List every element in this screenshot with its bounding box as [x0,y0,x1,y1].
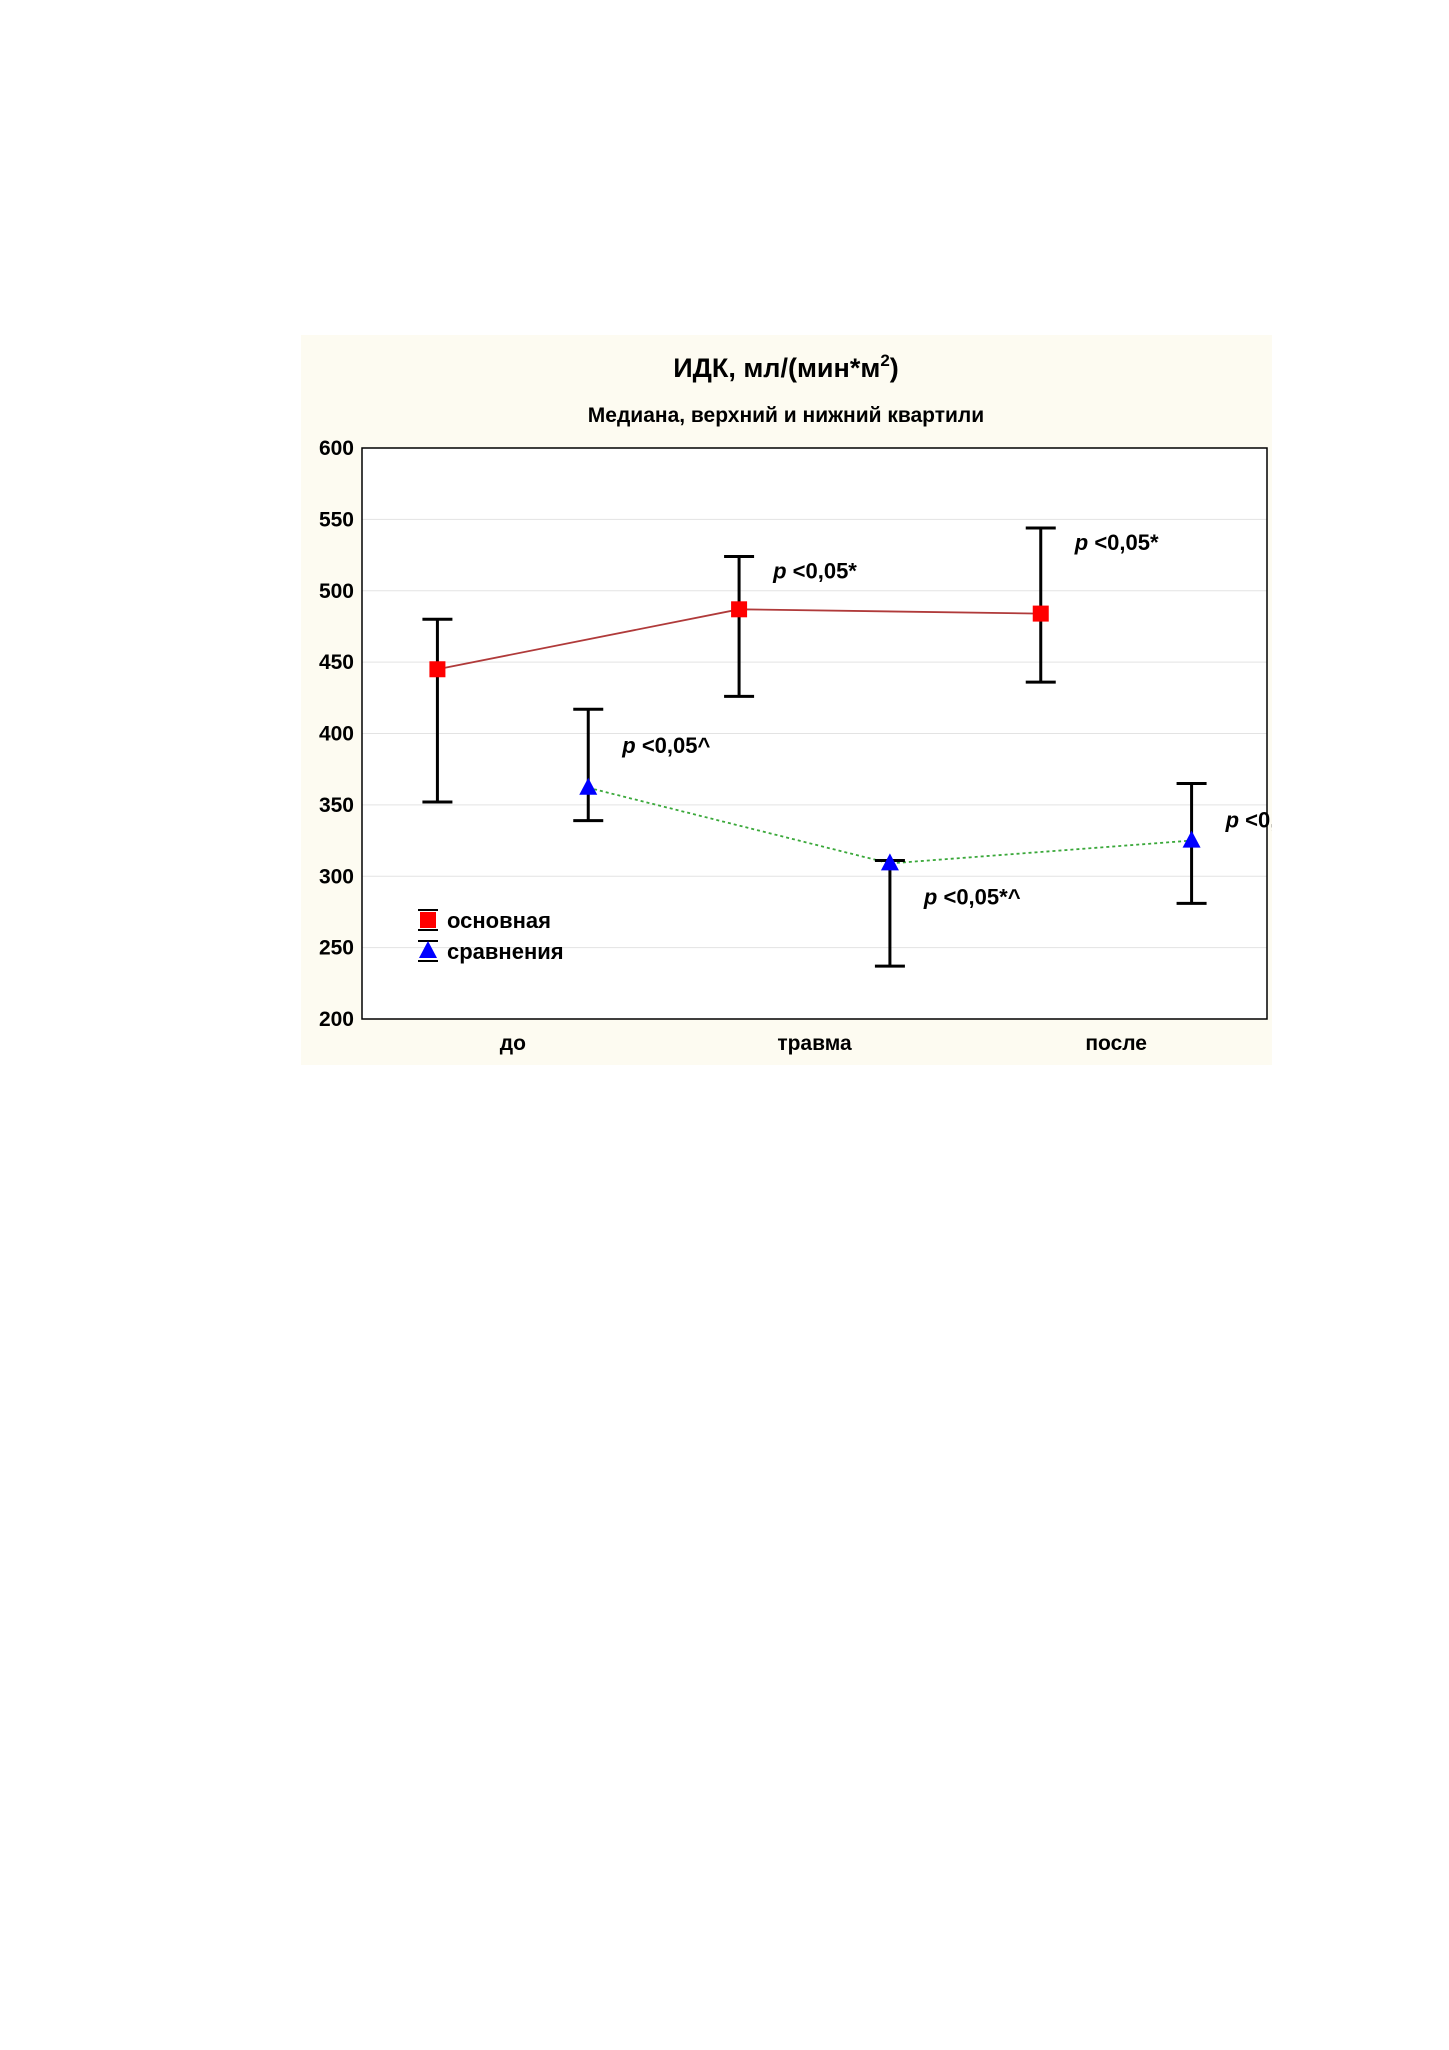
y-axis: 600 550 500 450 400 350 300 250 200 [319,437,354,1031]
error-bar [422,617,453,804]
data-point-square [731,601,748,618]
p-value-annotation: p <0,05* [772,558,857,583]
y-tick-label: 600 [319,437,354,460]
error-bar [573,707,604,823]
chart-svg: ИДК, мл/(мин*м2) Медиана, верхний и нижн… [319,351,1272,1055]
data-point-triangle [579,777,598,795]
legend-label: сравнения [447,939,564,964]
p-value-annotation: p <0,05* [1074,530,1159,555]
x-tick-label: после [1085,1032,1147,1055]
series-layer [422,526,1207,968]
grid-layer [362,518,1267,949]
y-tick-label: 500 [319,580,354,603]
p-value-annotation: p <0,05*^ [1225,807,1272,832]
y-tick-label: 300 [319,865,354,888]
x-tick-label: до [500,1032,526,1055]
legend-item: основная [418,908,551,933]
error-bar [724,554,755,698]
legend-item: сравнения [418,939,564,964]
data-point-triangle [1182,830,1201,848]
data-point-square [429,661,446,678]
y-tick-label: 200 [319,1008,354,1031]
series-compare [573,707,1207,968]
data-point-triangle [880,853,899,871]
y-tick-label: 550 [319,508,354,531]
y-tick-label: 350 [319,794,354,817]
y-tick-label: 250 [319,937,354,960]
chart-title: ИДК, мл/(мин*м2) [673,351,899,383]
error-bar [1025,526,1056,684]
chart-subtitle: Медиана, верхний и нижний квартили [588,404,984,427]
data-point-square [1032,605,1049,622]
x-tick-label: травма [777,1032,852,1055]
y-tick-label: 400 [319,723,354,746]
plot-frame [361,447,1268,1020]
legend: основная сравнения [418,908,564,964]
legend-swatch-triangle [419,941,437,958]
chart-panel: ИДК, мл/(мин*м2) Медиана, верхний и нижн… [301,335,1272,1065]
p-value-annotation: p <0,05^ [621,733,710,758]
legend-swatch-square [420,912,436,928]
series-line [588,786,1192,865]
legend-label: основная [447,908,551,933]
x-axis: до травма после [500,1032,1147,1055]
p-value-annotation: p <0,05*^ [923,885,1021,910]
y-tick-label: 450 [319,651,354,674]
series-main [422,526,1056,804]
